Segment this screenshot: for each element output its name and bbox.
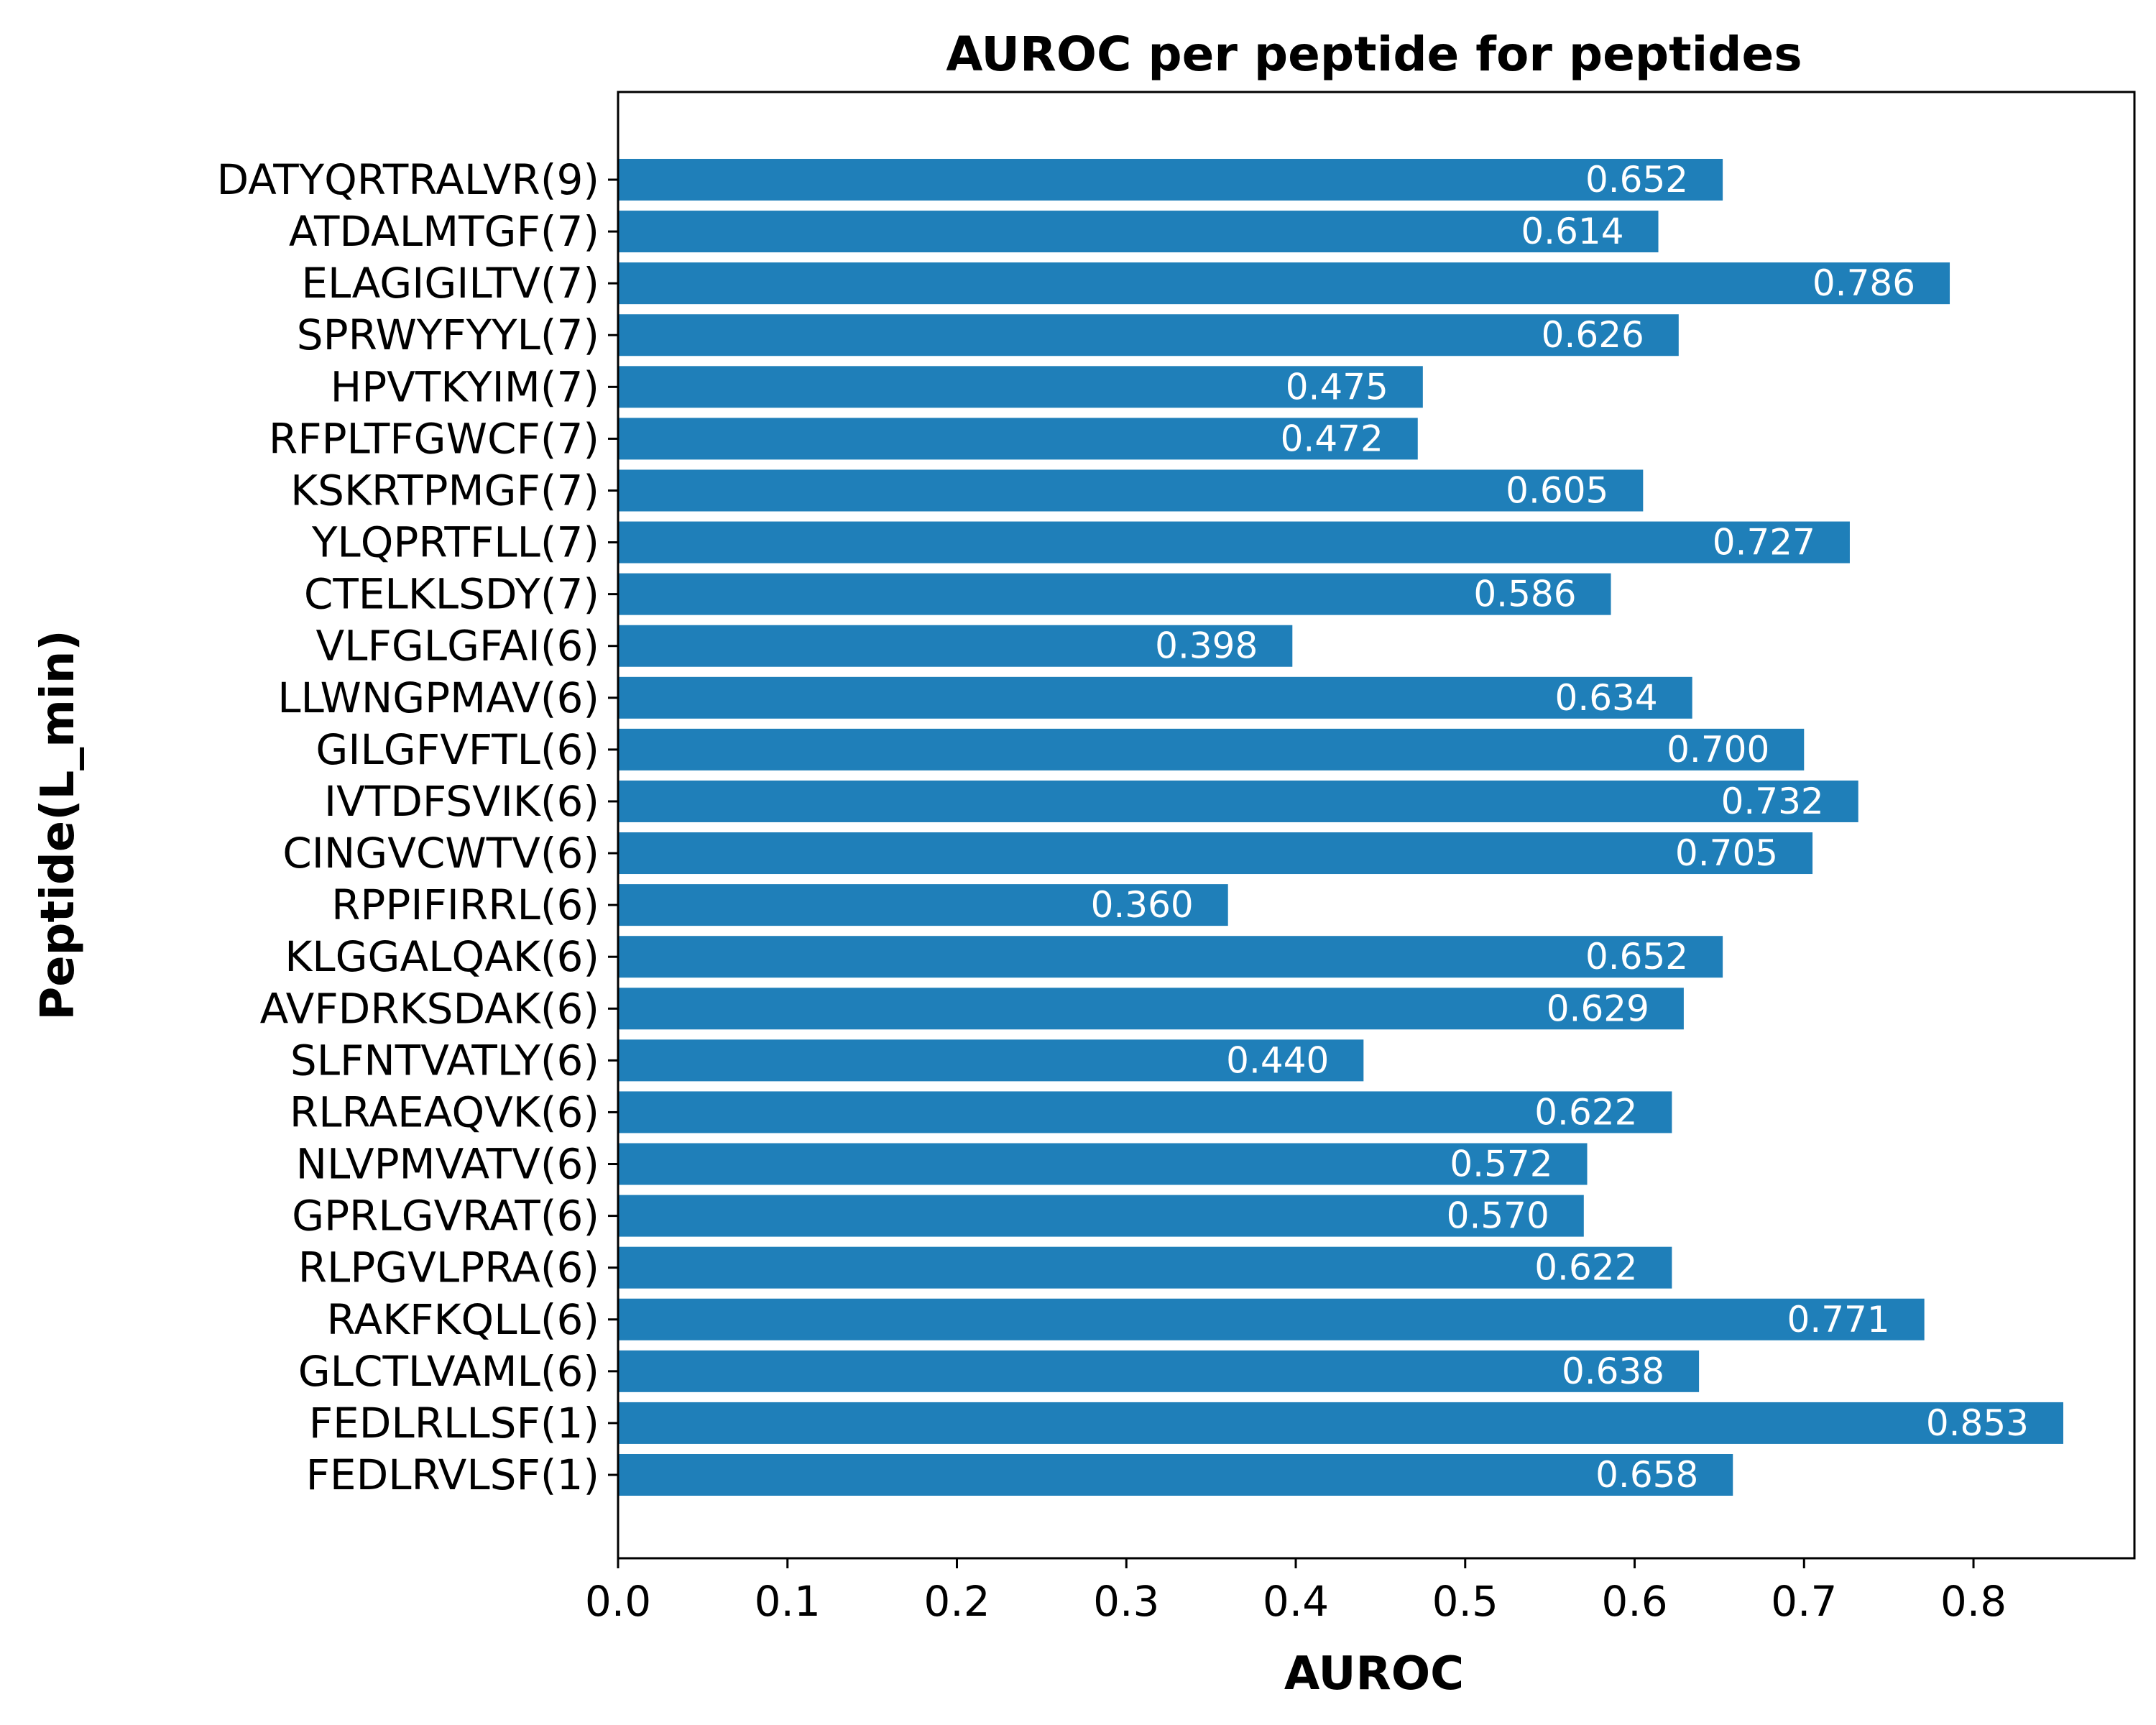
y-tick-label: FEDLRLLSF(1) xyxy=(309,1399,599,1448)
x-tick-label: 0.5 xyxy=(1432,1577,1498,1626)
x-tick-label: 0.8 xyxy=(1940,1577,2007,1626)
bar-value-label: 0.570 xyxy=(1447,1195,1549,1237)
bar xyxy=(618,573,1611,615)
bar-value-label: 0.622 xyxy=(1534,1091,1637,1133)
y-tick-label: LLWNGPMAV(6) xyxy=(277,673,599,722)
y-tick-label: ATDALMTGF(7) xyxy=(289,207,599,256)
y-tick-label: SLFNTVATLY(6) xyxy=(290,1036,599,1085)
x-tick-label: 0.3 xyxy=(1093,1577,1159,1626)
x-tick-label: 0.4 xyxy=(1263,1577,1329,1626)
bar xyxy=(618,780,1858,822)
bar-value-label: 0.705 xyxy=(1675,832,1778,874)
y-tick-label: GPRLGVRAT(6) xyxy=(292,1192,599,1241)
y-tick-label: FEDLRVLSF(1) xyxy=(306,1450,599,1499)
bar-value-label: 0.771 xyxy=(1787,1299,1890,1340)
y-tick-label: RLPGVLPRA(6) xyxy=(298,1243,599,1292)
bar xyxy=(618,314,1679,356)
y-tick-label: RLRAEAQVK(6) xyxy=(290,1087,599,1136)
chart-title: AUROC per peptide for peptides xyxy=(946,27,1802,82)
bar xyxy=(618,1195,1584,1237)
bar-value-label: 0.652 xyxy=(1585,159,1688,201)
x-tick-label: 0.0 xyxy=(585,1577,651,1626)
bar xyxy=(618,1039,1364,1082)
y-tick-label: CINGVCWTV(6) xyxy=(282,829,599,878)
bar xyxy=(618,676,1692,719)
bar-value-label: 0.786 xyxy=(1812,262,1915,304)
y-tick-label: RAKFKQLL(6) xyxy=(327,1295,600,1344)
bar xyxy=(618,418,1418,460)
x-tick-label: 0.7 xyxy=(1771,1577,1837,1626)
bar xyxy=(618,1143,1588,1185)
bar-value-label: 0.634 xyxy=(1555,677,1658,719)
y-tick-label: RPPIFIRRL(6) xyxy=(331,880,599,929)
bar-value-label: 0.572 xyxy=(1450,1144,1552,1185)
bar-value-label: 0.658 xyxy=(1595,1454,1698,1496)
y-tick-label: RFPLTFGWCF(7) xyxy=(269,414,599,463)
x-tick-label: 0.6 xyxy=(1601,1577,1667,1626)
x-axis-label: AUROC xyxy=(1284,1647,1464,1701)
y-tick-label: YLQPRTFLL(7) xyxy=(311,518,599,567)
y-tick-label: VLFGLGFAI(6) xyxy=(315,622,599,671)
bar xyxy=(618,1454,1733,1496)
bar-value-label: 0.732 xyxy=(1721,781,1824,822)
bar-value-label: 0.605 xyxy=(1506,469,1608,511)
bar-value-label: 0.652 xyxy=(1585,936,1688,978)
bar-value-label: 0.700 xyxy=(1667,729,1769,770)
bar xyxy=(618,988,1684,1030)
bar xyxy=(618,832,1813,875)
bars-group xyxy=(618,159,2063,1496)
y-tick-label: ELAGIGILTV(7) xyxy=(301,259,599,308)
bar-value-label: 0.638 xyxy=(1562,1351,1664,1392)
bar xyxy=(618,1246,1672,1289)
bar-value-label: 0.626 xyxy=(1542,314,1644,356)
y-axis: DATYQRTRALVR(9)ATDALMTGF(7)ELAGIGILTV(7)… xyxy=(216,155,618,1499)
bar-value-label: 0.622 xyxy=(1534,1247,1637,1289)
y-tick-label: SPRWYFYYL(7) xyxy=(297,310,599,359)
bar xyxy=(618,262,1950,305)
bar xyxy=(618,159,1723,201)
y-tick-label: AVFDRKSDAK(6) xyxy=(260,984,599,1033)
y-tick-label: KSKRTPMGF(7) xyxy=(290,466,599,515)
y-tick-label: GLCTLVAML(6) xyxy=(298,1347,599,1396)
y-tick-label: DATYQRTRALVR(9) xyxy=(216,155,599,204)
bar xyxy=(618,625,1293,667)
bar xyxy=(618,521,1850,564)
bar xyxy=(618,1402,2063,1444)
y-tick-label: KLGGALQAK(6) xyxy=(285,932,599,981)
bar xyxy=(618,366,1423,408)
value-labels-group: 0.652 0.614 0.786 0.626 0.475 0.472 0.605 0.727… xyxy=(1091,159,2029,1496)
bar xyxy=(618,1350,1700,1392)
bar-value-label: 0.360 xyxy=(1091,884,1194,926)
bar-value-label: 0.629 xyxy=(1547,988,1649,1029)
y-tick-label: HPVTKYIM(7) xyxy=(331,362,599,411)
bar xyxy=(618,884,1228,926)
x-axis: 0.0 0.1 0.2 0.3 0.4 0.5 0.6 0.7 0.8 xyxy=(585,1558,2007,1626)
bar-value-label: 0.586 xyxy=(1473,574,1576,615)
plot-area-frame xyxy=(617,91,2136,1560)
y-tick-label: GILGFVFTL(6) xyxy=(315,725,599,774)
y-tick-label: NLVPMVATV(6) xyxy=(296,1140,599,1189)
bar xyxy=(618,728,1805,770)
y-tick-label: IVTDFSVIK(6) xyxy=(324,777,599,826)
bar-value-label: 0.398 xyxy=(1155,625,1258,667)
bar-value-label: 0.475 xyxy=(1286,366,1388,408)
bar-value-label: 0.472 xyxy=(1281,418,1383,459)
y-tick-label: CTELKLSDY(7) xyxy=(304,570,599,619)
bar-value-label: 0.853 xyxy=(1926,1402,2029,1444)
x-tick-label: 0.1 xyxy=(755,1577,821,1626)
bar xyxy=(618,1091,1672,1133)
bar-value-label: 0.727 xyxy=(1713,522,1815,564)
bar xyxy=(618,211,1659,253)
bar xyxy=(618,1298,1925,1340)
y-axis-label: Peptide(L_min) xyxy=(32,630,85,1020)
bar xyxy=(618,469,1644,512)
bar xyxy=(618,936,1723,978)
bar-value-label: 0.614 xyxy=(1521,211,1623,252)
bar-value-label: 0.440 xyxy=(1226,1039,1329,1081)
x-tick-label: 0.2 xyxy=(923,1577,990,1626)
